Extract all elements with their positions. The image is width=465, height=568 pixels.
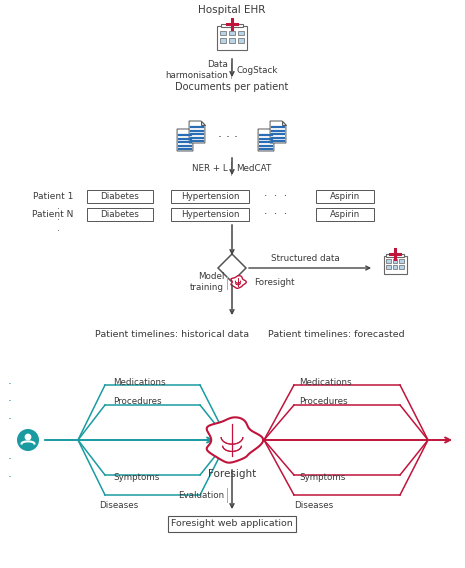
Polygon shape [207,417,263,463]
Bar [384,256,406,274]
Text: Diseases: Diseases [294,500,333,509]
Text: ·: · [8,471,12,485]
Circle shape [25,433,32,440]
Polygon shape [189,121,205,143]
Text: ·: · [8,414,12,427]
Text: MedCAT: MedCAT [236,164,272,173]
Text: ·: · [8,395,12,408]
Text: Diseases: Diseases [99,500,138,509]
Bar [87,207,153,220]
Text: Hospital EHR: Hospital EHR [198,5,266,15]
Text: Foresight: Foresight [254,278,294,286]
Text: Structured data: Structured data [271,253,339,262]
Text: Model
training: Model training [190,272,224,292]
Bar [316,190,374,203]
Text: Documents per patient: Documents per patient [175,82,289,92]
Text: Hypertension: Hypertension [181,210,239,219]
Bar [221,24,243,27]
Polygon shape [218,254,246,282]
Bar [392,265,398,269]
Text: Symptoms: Symptoms [299,474,345,482]
Text: Symptoms: Symptoms [113,474,159,482]
Text: Patient N: Patient N [32,210,73,219]
Polygon shape [189,129,193,133]
Text: ·  ·  ·: · · · [265,191,287,201]
Bar [220,31,226,35]
Polygon shape [258,129,274,151]
Bar [229,31,235,35]
Bar [217,26,247,50]
Polygon shape [201,121,205,125]
Polygon shape [270,129,274,133]
Text: Medications: Medications [299,378,352,386]
Text: Medications: Medications [113,378,166,386]
Text: Aspirin: Aspirin [330,191,360,201]
Polygon shape [177,129,193,151]
Text: ·: · [8,378,12,391]
Text: Data
harmonisation: Data harmonisation [165,60,228,80]
Text: CogStack: CogStack [236,65,278,74]
Bar [229,39,235,43]
Text: Diabetes: Diabetes [100,191,140,201]
Bar [171,207,249,220]
Bar [220,39,226,43]
Text: · · ·: · · · [218,131,238,144]
Text: ·  ·  ·: · · · [265,209,287,219]
Bar [386,260,391,263]
Text: Patient timelines: historical data: Patient timelines: historical data [95,330,249,339]
Bar [392,260,398,263]
Text: Evaluation: Evaluation [178,491,224,499]
Bar [168,516,296,532]
Bar [386,253,404,257]
Bar [87,190,153,203]
Bar [316,207,374,220]
Text: NER + L: NER + L [192,164,228,173]
Text: ·: · [8,453,12,466]
Polygon shape [270,121,286,143]
Polygon shape [231,275,246,289]
Text: ·
·
·: · · · [57,205,60,236]
Text: Foresight web application: Foresight web application [171,520,293,528]
Text: Procedures: Procedures [113,398,162,407]
Bar [399,260,404,263]
Text: Patient 1: Patient 1 [33,191,73,201]
Text: Aspirin: Aspirin [330,210,360,219]
Text: Foresight: Foresight [208,469,256,479]
Text: Hypertension: Hypertension [181,191,239,201]
Polygon shape [282,121,286,125]
Circle shape [17,429,39,451]
Text: Patient timelines: forecasted: Patient timelines: forecasted [268,330,405,339]
Bar [399,265,404,269]
Bar [238,31,244,35]
Text: Procedures: Procedures [299,398,348,407]
Bar [386,265,391,269]
Bar [171,190,249,203]
Bar [238,39,244,43]
Text: Diabetes: Diabetes [100,210,140,219]
